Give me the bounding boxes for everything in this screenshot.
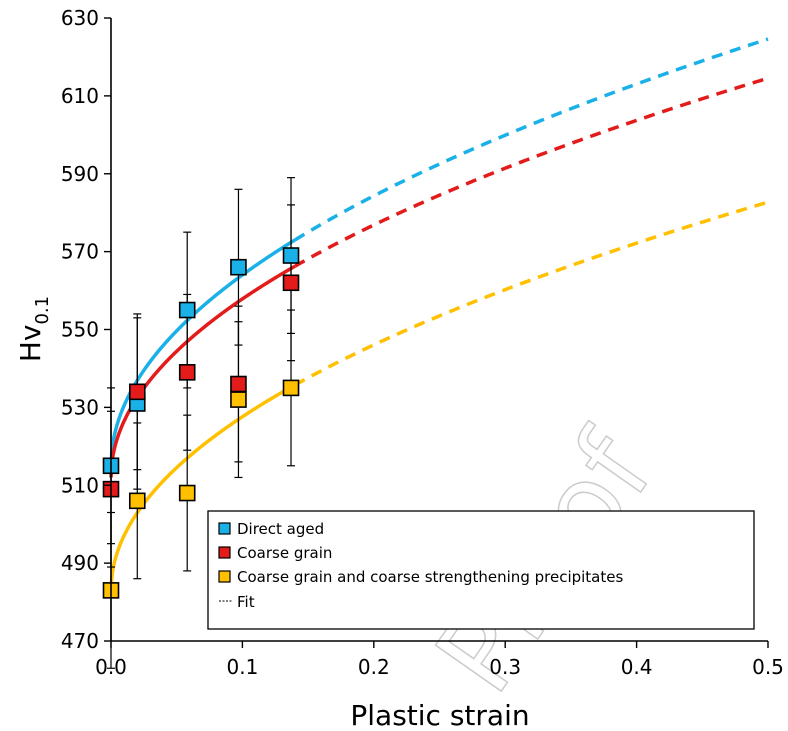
legend-marker-coarse-precipitates bbox=[218, 570, 231, 583]
legend: Direct aged Coarse grain Coarse grain an… bbox=[207, 510, 755, 630]
legend-label-fit: Fit bbox=[237, 593, 255, 611]
y-tick-label: 570 bbox=[61, 240, 99, 264]
data-point-marker bbox=[178, 364, 196, 381]
data-point-marker bbox=[128, 383, 146, 401]
legend-label-coarse-precipitates: Coarse grain and coarse strengthening pr… bbox=[237, 568, 623, 586]
x-tick-label: 0.2 bbox=[358, 655, 390, 679]
x-tick-label: 0.3 bbox=[489, 655, 521, 679]
legend-marker-coarse-grain bbox=[218, 546, 231, 559]
y-tick-label: 610 bbox=[61, 84, 99, 108]
data-point-marker bbox=[128, 492, 146, 510]
x-tick-label: 0.1 bbox=[226, 655, 258, 679]
legend-label-coarse-grain: Coarse grain bbox=[237, 544, 332, 562]
svg-text:Hv0.1: Hv0.1 bbox=[14, 296, 53, 362]
y-tick-label: 490 bbox=[61, 551, 99, 575]
y-tick-label: 550 bbox=[61, 318, 99, 342]
x-tick-label: 0.5 bbox=[752, 655, 784, 679]
y-axis-ticks: 470 490 510 530 550 570 590 610 630 bbox=[61, 6, 111, 653]
fit-curve-extrapolated bbox=[294, 37, 769, 242]
y-tick-label: 470 bbox=[61, 629, 99, 653]
x-tick-label: 0.0 bbox=[95, 655, 127, 679]
y-tick-label: 630 bbox=[61, 6, 99, 30]
data-point-marker bbox=[282, 379, 300, 397]
data-point-marker bbox=[230, 258, 247, 276]
legend-box bbox=[207, 510, 755, 630]
y-axis-title-main: Hv bbox=[14, 325, 47, 363]
data-point-marker bbox=[230, 375, 247, 393]
data-point-marker bbox=[178, 301, 196, 319]
y-tick-label: 530 bbox=[61, 395, 99, 419]
y-tick-label: 590 bbox=[61, 162, 99, 186]
data-point-marker bbox=[178, 484, 196, 502]
y-axis-title: Hv0.1 bbox=[14, 296, 53, 362]
fit-curve-extrapolated bbox=[294, 76, 769, 268]
y-axis-title-subscript: 0.1 bbox=[32, 296, 53, 325]
fit-curve-extrapolated bbox=[294, 200, 769, 387]
x-tick-label: 0.4 bbox=[621, 655, 653, 679]
legend-label-direct-aged: Direct aged bbox=[237, 520, 324, 538]
data-point-marker bbox=[230, 391, 247, 408]
fit-curve-solid bbox=[109, 238, 296, 466]
x-axis-title: Plastic strain bbox=[350, 699, 529, 731]
y-tick-label: 510 bbox=[61, 473, 99, 497]
data-point-marker bbox=[282, 274, 300, 292]
x-axis-ticks: 0.0 0.1 0.2 0.3 0.4 0.5 bbox=[95, 641, 784, 679]
data-point-marker bbox=[282, 247, 300, 264]
fit-curves bbox=[109, 37, 769, 591]
legend-marker-direct-aged bbox=[218, 522, 231, 535]
